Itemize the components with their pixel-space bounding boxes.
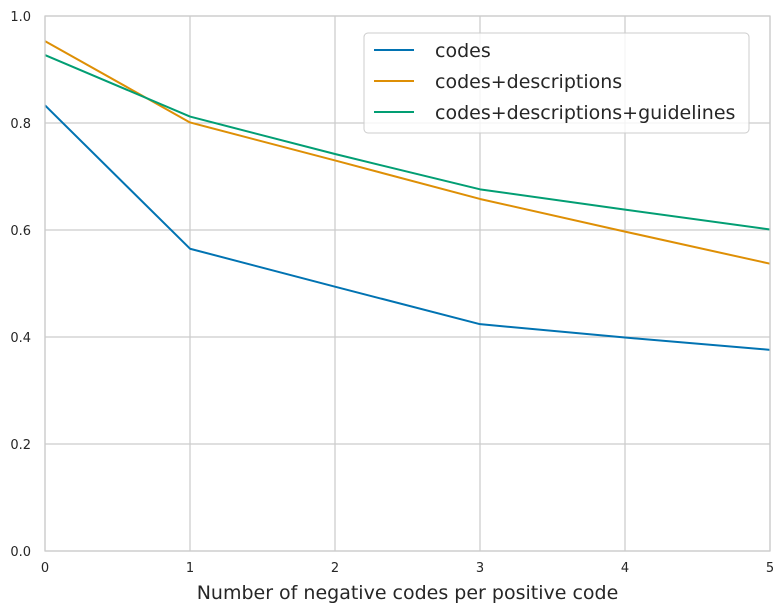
x-tick-labels: 0 1 2 3 4 5	[41, 561, 774, 576]
y-tick-label: 1.0	[10, 10, 31, 25]
x-tick-label: 4	[621, 561, 629, 576]
series-lines	[44, 40, 771, 351]
plot-frame	[44, 15, 771, 552]
y-tick-label: 0.2	[10, 438, 31, 453]
legend-box	[363, 32, 750, 134]
y-tick-label: 0.0	[10, 545, 31, 560]
y-tick-labels: 0.0 0.2 0.4 0.6 0.8 1.0	[10, 10, 31, 560]
x-tick-label: 0	[41, 561, 49, 576]
x-tick-label: 5	[766, 561, 774, 576]
x-axis-label: Number of negative codes per positive co…	[197, 582, 619, 604]
legend-label-2: codes+descriptions+guidelines	[435, 102, 735, 124]
legend-label-1: codes+descriptions	[435, 71, 622, 93]
x-tick-label: 1	[186, 561, 194, 576]
y-tick-label: 0.4	[10, 331, 31, 346]
series-line-2	[44, 54, 771, 231]
x-tick-label: 3	[476, 561, 484, 576]
y-tick-label: 0.6	[10, 224, 31, 239]
y-tick-label: 0.8	[10, 117, 31, 132]
series-line-1	[44, 40, 771, 265]
series-line-0	[44, 104, 771, 351]
legend: codes codes+descriptions codes+description…	[363, 32, 750, 134]
x-tick-label: 2	[331, 561, 339, 576]
legend-label-0: codes	[435, 40, 491, 62]
